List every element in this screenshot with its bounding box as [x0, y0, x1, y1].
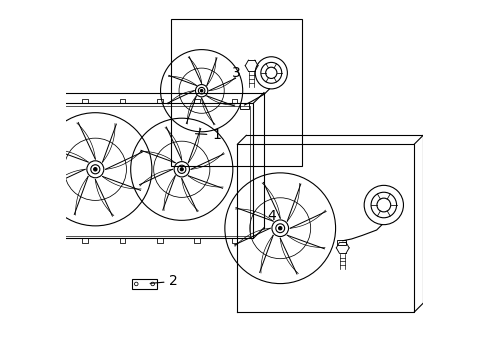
- Circle shape: [275, 224, 284, 233]
- Circle shape: [278, 226, 281, 230]
- Circle shape: [180, 168, 183, 171]
- Circle shape: [93, 168, 97, 171]
- Bar: [132, 279, 157, 289]
- Bar: [240, 103, 248, 109]
- Bar: [336, 240, 345, 246]
- Bar: [32, 106, 250, 235]
- Bar: [171, 19, 301, 166]
- Text: 4: 4: [267, 209, 276, 223]
- Circle shape: [177, 165, 185, 174]
- Text: 2: 2: [150, 274, 178, 288]
- Circle shape: [200, 90, 203, 92]
- Text: 1: 1: [195, 128, 221, 142]
- Circle shape: [91, 165, 100, 174]
- Circle shape: [198, 87, 204, 94]
- Text: 3: 3: [231, 66, 240, 80]
- Bar: [29, 103, 253, 238]
